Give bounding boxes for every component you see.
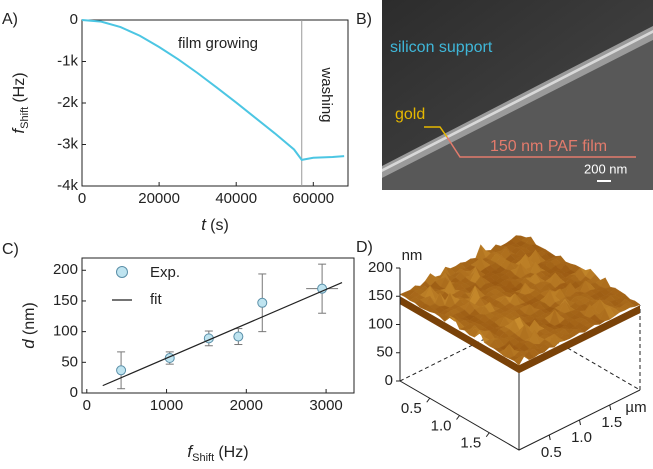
- axis-label-part: (nm): [21, 302, 38, 335]
- panel-label: A): [2, 11, 18, 28]
- x-tick-label: 0: [78, 190, 86, 207]
- panel-label: C): [2, 241, 19, 258]
- y-tick: [610, 405, 611, 410]
- scale-label: 200 nm: [584, 161, 627, 176]
- y-tick-label: -2k: [57, 94, 78, 111]
- axis-label-sub: Shift: [19, 107, 31, 129]
- z-tick-label: 200: [368, 259, 393, 276]
- x-tick-label: 0: [83, 397, 91, 414]
- data-point: [318, 284, 327, 293]
- fit-line: [103, 283, 342, 386]
- y-tick: [549, 435, 550, 440]
- y-tick-label: -4k: [57, 177, 78, 194]
- y-tick-label: 0: [70, 384, 78, 401]
- x-tick: [427, 398, 430, 402]
- x-tick-label: 20000: [138, 190, 180, 207]
- y-tick-label: 200: [53, 261, 78, 278]
- z-tick-label: 100: [368, 315, 393, 332]
- y-tick-label: -1k: [57, 52, 78, 69]
- support-label: silicon support: [390, 39, 493, 56]
- panel-label: B): [356, 11, 372, 28]
- axis-label: fShift (Hz): [187, 442, 248, 463]
- x-tick: [486, 433, 489, 437]
- gold-label: gold: [395, 106, 425, 123]
- x-tick-label: 40000: [215, 190, 257, 207]
- panel-label: D): [356, 239, 373, 256]
- y-tick: [580, 420, 581, 425]
- film-label: 150 nm PAF film: [490, 138, 607, 155]
- y-tick-label: 150: [53, 292, 78, 309]
- axis-label-part: (s): [210, 217, 229, 234]
- annotation: film growing: [178, 35, 258, 52]
- x-tick-label: 1000: [150, 397, 183, 414]
- y-tick-label: -3k: [57, 135, 78, 152]
- x-tick-label: 1.0: [431, 417, 452, 434]
- z-tick-label: 0: [385, 372, 393, 389]
- figure: silicon support gold 150 nm PAF film 200…: [0, 0, 653, 469]
- data-point: [258, 298, 267, 307]
- z-tick-label: 50: [376, 344, 393, 361]
- y-tick-label: 1.0: [571, 429, 592, 446]
- x-tick-label: 3000: [309, 397, 342, 414]
- legend-label: Exp.: [150, 264, 180, 281]
- x-tick: [457, 416, 460, 420]
- x-tick-label: 60000: [292, 190, 334, 207]
- scale-bar: [597, 180, 611, 182]
- y-tick-label: 0.5: [541, 444, 562, 461]
- y-tick-label: 1.5: [601, 414, 622, 431]
- z-unit: nm: [402, 247, 423, 264]
- data-point: [234, 332, 243, 341]
- y-tick-label: 50: [61, 353, 78, 370]
- data-point: [117, 366, 126, 375]
- page: silicon support gold 150 nm PAF film 200…: [0, 0, 653, 469]
- axis-label: fShift (Hz): [9, 72, 30, 133]
- x-tick-label: 0.5: [401, 400, 422, 417]
- axis-label: d (nm): [19, 302, 38, 349]
- y-tick-label: 0: [70, 11, 78, 28]
- x-tick-label: 2000: [230, 397, 263, 414]
- z-tick-label: 150: [368, 287, 393, 304]
- axis-label-sub: Shift: [192, 452, 214, 464]
- axis-label-part: (Hz): [218, 444, 248, 461]
- y-tick-label: 100: [53, 323, 78, 340]
- legend-label: fit: [150, 291, 163, 308]
- sem-image: silicon support gold 150 nm PAF film 200…: [382, 0, 653, 190]
- axis-label-part: (Hz): [11, 72, 28, 102]
- annotation: washing: [318, 66, 335, 122]
- axis-label: t (s): [201, 215, 229, 234]
- x-tick-label: 1.5: [460, 435, 481, 452]
- legend-marker: [117, 267, 128, 278]
- xy-unit: µm: [625, 399, 646, 416]
